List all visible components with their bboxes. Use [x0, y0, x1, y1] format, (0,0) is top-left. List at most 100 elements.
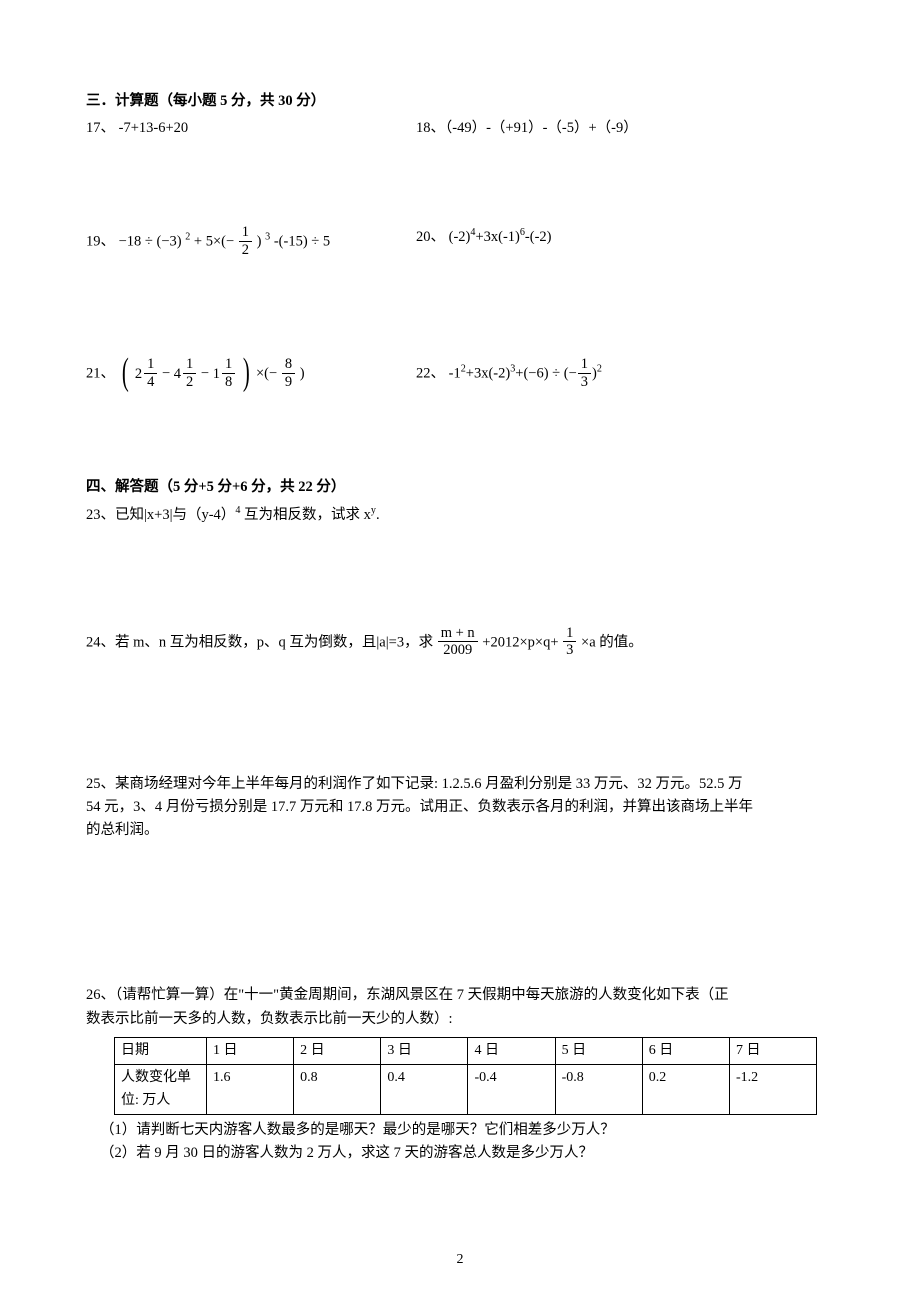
- q24-f2: 1 3: [563, 626, 576, 658]
- q19-frac-den: 2: [239, 242, 252, 258]
- question-21: 21、 ( 2 14 − 4 12 − 1 18 ) ×(− 8 9 ): [86, 358, 416, 390]
- table-cell: 7 日: [729, 1037, 816, 1064]
- q19-mid2: ): [257, 234, 262, 250]
- q21-m1: 2 14: [135, 358, 159, 390]
- q17-label: 17、 -7+13-6+20: [86, 120, 188, 136]
- spacer: [86, 146, 834, 226]
- q24-pre: 24、若 m、n 互为相反数，p、q 互为倒数，且|a|=3，求: [86, 634, 437, 650]
- q19-frac-num: 1: [239, 225, 252, 242]
- q21-label: 21、: [86, 366, 119, 382]
- table-cell: 6 日: [642, 1037, 729, 1064]
- q26-sub1: （1）请判断七天内游客人数最多的是哪天？最少的是哪天？它们相差多少万人？: [100, 1119, 834, 1142]
- q26-l2: 数表示比前一天多的人数，负数表示比前一天少的人数）:: [86, 1008, 834, 1031]
- question-18: 18、（-49）-（+91）-（-5）+（-9）: [416, 117, 834, 140]
- q21-m2: 4 12: [174, 358, 198, 390]
- q26-table: 日期 1 日 2 日 3 日 4 日 5 日 6 日 7 日 人数变化单位: 万…: [114, 1037, 817, 1115]
- table-cell: 人数变化单位: 万人: [115, 1065, 207, 1115]
- table-cell: 0.2: [642, 1065, 729, 1115]
- q19-frac: 1 2: [239, 225, 252, 257]
- q21-m3: 1 18: [213, 358, 237, 390]
- q22-f: 13: [578, 357, 591, 389]
- q26-l1: 26、（请帮忙算一算）在"十一"黄金周期间，东湖风景区在 7 天假期中每天旅游的…: [86, 984, 834, 1007]
- spacer: [86, 344, 834, 358]
- q20-m: +3x(-1): [475, 229, 519, 245]
- q21-m2-n: 1: [183, 357, 196, 374]
- spacer: [86, 396, 834, 476]
- q22-f-d: 3: [578, 374, 591, 390]
- question-19: 19、 −18 ÷ (−3) 2 + 5×(− 1 2 ) 3 -(-15) ÷…: [86, 226, 416, 258]
- q22-f-n: 1: [578, 357, 591, 374]
- spacer: [86, 665, 834, 745]
- spacer: [86, 928, 834, 984]
- q21-mid: ×(−: [256, 366, 277, 382]
- q21-op2: −: [201, 366, 213, 382]
- question-22: 22、 -12+3x(-2)3+(−6) ÷ (−13)2: [416, 358, 834, 390]
- q19-pre: −18 ÷ (−3): [119, 234, 182, 250]
- table-row: 日期 1 日 2 日 3 日 4 日 5 日 6 日 7 日: [115, 1037, 817, 1064]
- section-4-title: 四、解答题（5 分+5 分+6 分，共 22 分）: [86, 476, 834, 499]
- q22-e3: 2: [597, 364, 602, 375]
- q25-l1: 25、某商场经理对今年上半年每月的利润作了如下记录: 1.2.5.6 月盈利分别…: [86, 773, 834, 796]
- spacer: [86, 264, 834, 344]
- q21-m3-d: 8: [222, 374, 235, 390]
- question-17-18-row: 17、 -7+13-6+20 18、（-49）-（+91）-（-5）+（-9）: [86, 117, 834, 140]
- table-cell: 2 日: [294, 1037, 381, 1064]
- table-row: 人数变化单位: 万人 1.6 0.8 0.4 -0.4 -0.8 0.2 -1.…: [115, 1065, 817, 1115]
- q19-tail: -(-15) ÷ 5: [274, 234, 330, 250]
- q18-label: 18、（-49）-（+91）-（-5）+（-9）: [416, 120, 638, 136]
- q24-f2-d: 3: [563, 642, 576, 658]
- q20-label: 20、 (-2): [416, 229, 470, 245]
- q23-pre: 23、已知|x+3|与（y-4）: [86, 507, 235, 523]
- table-cell: -0.8: [555, 1065, 642, 1115]
- question-25: 25、某商场经理对今年上半年每月的利润作了如下记录: 1.2.5.6 月盈利分别…: [86, 773, 834, 843]
- question-17: 17、 -7+13-6+20: [86, 117, 416, 140]
- q19-label: 19、: [86, 234, 115, 250]
- spacer: [86, 848, 834, 928]
- question-19-20-row: 19、 −18 ÷ (−3) 2 + 5×(− 1 2 ) 3 -(-15) ÷…: [86, 226, 834, 258]
- section-3-title: 三．计算题（每小题 5 分，共 30 分）: [86, 90, 834, 113]
- table-cell: -1.2: [729, 1065, 816, 1115]
- spacer: [86, 745, 834, 773]
- q23-dot: .: [376, 507, 380, 523]
- question-23: 23、已知|x+3|与（y-4）4 互为相反数，试求 xy.: [86, 504, 834, 527]
- q22-paren: (−6): [523, 366, 548, 382]
- table-cell: 1 日: [207, 1037, 294, 1064]
- q21-m1-n: 1: [144, 357, 157, 374]
- q22-m1: +3x(-2): [466, 366, 510, 382]
- q21-m3-n: 1: [222, 357, 235, 374]
- table-cell: 日期: [115, 1037, 207, 1064]
- table-cell: 4 日: [468, 1037, 555, 1064]
- spacer: [86, 533, 834, 613]
- q21-m1-d: 4: [144, 374, 157, 390]
- table-cell: 1.6: [207, 1065, 294, 1115]
- q21-f-d: 9: [282, 374, 295, 390]
- q22-div: ÷ (−: [549, 366, 577, 382]
- q20-tail: -(-2): [525, 229, 552, 245]
- q24-f2-n: 1: [563, 626, 576, 643]
- q21-m2-d: 2: [183, 374, 196, 390]
- q21-close: ): [300, 366, 305, 382]
- q23-tail: 互为相反数，试求 x: [240, 507, 371, 523]
- q21-m3-w: 1: [213, 363, 220, 386]
- q21-m2-w: 4: [174, 363, 181, 386]
- q24-mid: +2012×p×q+: [482, 634, 558, 650]
- q19-sup2: 3: [265, 232, 270, 243]
- q24-f1-n: m + n: [438, 626, 478, 643]
- q25-l2: 54 元，3、4 月份亏损分别是 17.7 万元和 17.8 万元。试用正、负数…: [86, 796, 834, 819]
- q21-f: 8 9: [282, 357, 295, 389]
- q24-f1-d: 2009: [438, 642, 478, 658]
- page-number: 2: [86, 1249, 834, 1271]
- q21-op1: −: [162, 366, 174, 382]
- q25-l3: 的总利润。: [86, 819, 834, 842]
- q24-tail: ×a 的值。: [581, 634, 643, 650]
- q19-sup1: 2: [185, 232, 190, 243]
- question-21-22-row: 21、 ( 2 14 − 4 12 − 1 18 ) ×(− 8 9 ) 22、…: [86, 358, 834, 390]
- table-cell: 0.8: [294, 1065, 381, 1115]
- question-26: 26、（请帮忙算一算）在"十一"黄金周期间，东湖风景区在 7 天假期中每天旅游的…: [86, 984, 834, 1165]
- question-24: 24、若 m、n 互为相反数，p、q 互为倒数，且|a|=3，求 m + n 2…: [86, 627, 834, 659]
- big-rparen-icon: ): [243, 359, 250, 385]
- q19-mid1: + 5×(−: [194, 234, 234, 250]
- question-20: 20、 (-2)4+3x(-1)6-(-2): [416, 226, 834, 258]
- table-cell: -0.4: [468, 1065, 555, 1115]
- q21-m1-w: 2: [135, 363, 142, 386]
